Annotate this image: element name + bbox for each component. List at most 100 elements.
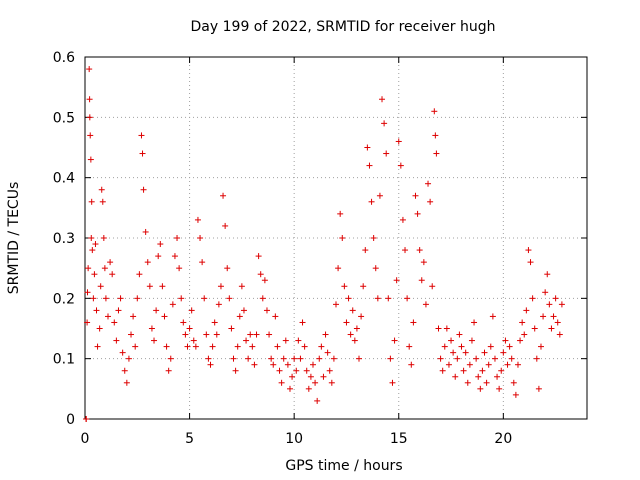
data-point [286, 385, 293, 392]
data-point [100, 235, 107, 241]
data-point [326, 367, 333, 374]
y-tick-label: 0.2 [53, 291, 75, 307]
data-point [393, 277, 400, 284]
data-point [96, 325, 103, 332]
data-point [102, 295, 109, 302]
data-point [105, 313, 112, 320]
data-point [255, 253, 262, 260]
data-point [299, 319, 306, 326]
data-point [481, 349, 488, 356]
data-point [353, 325, 360, 332]
data-point [512, 391, 519, 398]
data-point [174, 235, 181, 241]
data-point [247, 331, 254, 338]
data-point [475, 373, 482, 380]
data-point [540, 313, 547, 320]
data-point [261, 277, 268, 284]
data-point [301, 343, 308, 350]
data-point [418, 277, 425, 284]
data-point [139, 150, 146, 157]
data-point [109, 271, 116, 278]
data-point [92, 241, 99, 248]
data-point [458, 343, 465, 350]
data-point [356, 355, 363, 362]
data-point [94, 343, 101, 350]
data-point [535, 385, 542, 392]
data-point [322, 331, 329, 338]
data-point [270, 361, 277, 368]
data-point [266, 331, 273, 338]
data-point [312, 379, 319, 386]
data-point [343, 319, 350, 326]
data-point [320, 373, 327, 380]
data-point [504, 361, 511, 368]
y-tick-label: 0.4 [53, 171, 75, 187]
axis-ticks: 0 0.1 0.2 0.3 0.4 0.5 0.6 0 5 10 15 20 [53, 50, 587, 447]
x-tick-label: 20 [494, 431, 512, 447]
data-point [86, 66, 93, 73]
data-point [554, 319, 561, 326]
data-point [125, 355, 132, 362]
x-tick-label: 0 [81, 431, 90, 447]
data-point [115, 307, 122, 314]
data-point [176, 265, 183, 272]
data-point [416, 247, 423, 254]
data-point [289, 373, 296, 380]
data-point [550, 313, 557, 320]
data-point [83, 416, 90, 422]
data-point [182, 331, 189, 338]
data-point [385, 295, 392, 302]
data-point [496, 385, 503, 392]
data-point [178, 295, 185, 302]
data-point [297, 355, 304, 362]
data-point [412, 192, 419, 199]
data-point [163, 343, 170, 350]
data-point [165, 367, 172, 374]
data-point [364, 144, 371, 151]
data-point [333, 301, 339, 308]
data-point [406, 343, 413, 350]
data-point [87, 156, 94, 163]
data-point [523, 307, 530, 314]
data-point [284, 361, 291, 368]
data-point [184, 343, 191, 350]
data-point [314, 397, 321, 404]
data-point [432, 132, 439, 139]
data-point [274, 343, 281, 350]
data-point [226, 295, 233, 302]
data-point [136, 271, 143, 278]
data-point [410, 319, 417, 326]
data-point [230, 355, 237, 362]
data-point [462, 349, 469, 356]
data-point [335, 265, 342, 272]
data-point [211, 319, 218, 326]
y-axis-label: SRMTID / TECUs [6, 182, 22, 295]
data-point [485, 361, 492, 368]
data-point [441, 343, 448, 350]
data-point [303, 367, 310, 374]
data-point [506, 343, 513, 350]
data-point [130, 313, 137, 320]
data-point [86, 114, 93, 121]
data-point [519, 319, 526, 326]
data-point [558, 301, 565, 308]
data-point [228, 325, 235, 332]
data-point [362, 247, 369, 254]
data-point [121, 367, 128, 374]
data-point [437, 355, 444, 362]
data-point [88, 198, 95, 205]
data-point [422, 301, 429, 308]
data-point [366, 162, 373, 169]
data-point [87, 132, 94, 139]
data-point [387, 355, 394, 362]
data-point [514, 361, 521, 368]
data-point [517, 337, 524, 344]
data-point [157, 241, 164, 248]
data-point [192, 343, 199, 350]
data-point [215, 301, 222, 308]
data-point [433, 150, 440, 157]
data-point [466, 361, 473, 368]
data-point [293, 367, 300, 374]
data-point [324, 349, 331, 356]
data-point [201, 295, 208, 302]
